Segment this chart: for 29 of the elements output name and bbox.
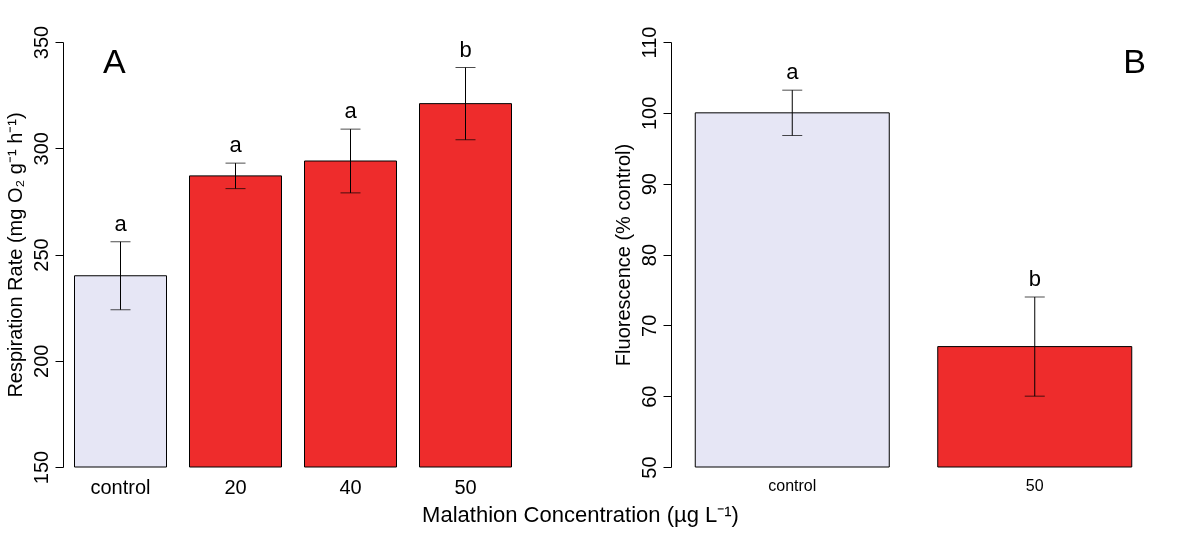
annotation: a — [114, 210, 128, 236]
annotation: b — [1028, 266, 1041, 291]
y-tick-label: 50 — [637, 456, 660, 479]
y-axis-title: Fluorescence (% control) — [611, 143, 634, 367]
y-tick-label: 70 — [637, 314, 660, 337]
y-tick-label: 100 — [637, 96, 660, 131]
x-tick-label: control — [90, 475, 151, 498]
annotation: a — [786, 59, 800, 85]
annotation: B — [1123, 42, 1146, 80]
x-tick-label: control — [768, 476, 817, 494]
x-tick-label: 20 — [224, 475, 247, 498]
y-tick-label: 150 — [29, 450, 52, 485]
y-tick-label: 250 — [29, 238, 52, 272]
x-tick-label: 40 — [339, 475, 362, 498]
y-tick-label: 300 — [29, 132, 52, 166]
x-tick-label: 50 — [1025, 476, 1044, 494]
annotation: A — [103, 42, 126, 80]
y-tick-label: 80 — [637, 243, 660, 267]
y-tick-label: 110 — [637, 26, 660, 59]
y-tick-label: 350 — [29, 25, 52, 60]
y-tick-label: 90 — [637, 173, 660, 196]
x-axis-title: Malathion Concentration (µg L⁻¹) — [422, 502, 739, 527]
annotation: a — [344, 98, 358, 124]
y-tick-label: 200 — [29, 344, 52, 378]
annotation: a — [229, 132, 243, 158]
x-tick-label: 50 — [454, 475, 477, 498]
annotation: b — [459, 36, 472, 62]
y-axis-title: Respiration Rate (mg O₂ g⁻¹ h⁻¹) — [3, 112, 26, 398]
y-tick-label: 60 — [637, 385, 660, 408]
